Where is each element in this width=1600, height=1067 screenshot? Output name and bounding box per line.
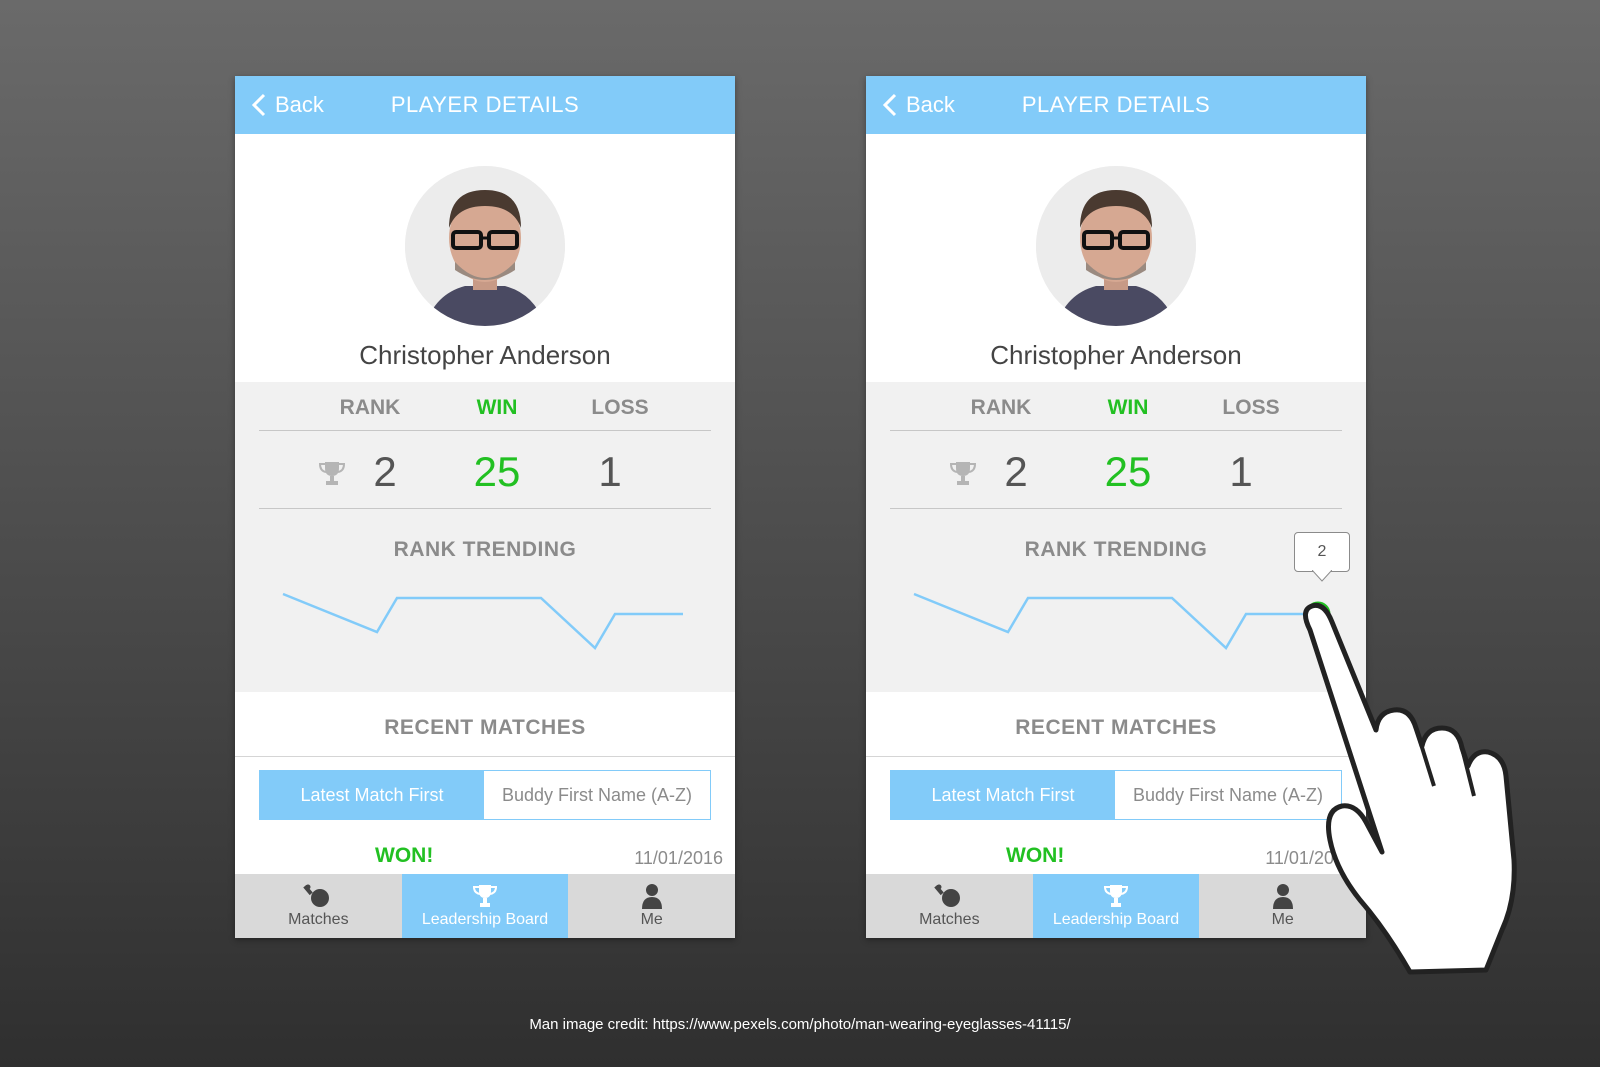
stats-divider [890,430,1342,431]
ping-pong-icon [934,884,961,907]
trend-point-tooltip: 2 [1294,532,1350,572]
sort-toggle: Latest Match First Buddy First Name (A-Z… [259,770,711,820]
ping-pong-icon [303,884,330,907]
sort-toggle: Latest Match First Buddy First Name (A-Z… [890,770,1342,820]
stats-divider-bottom [259,508,711,509]
tab-bar: Matches Leadership Board Me [235,874,735,938]
person-icon [641,884,662,909]
image-credit: Man image credit: https://www.pexels.com… [529,1016,1071,1033]
loss-value: 1 [598,448,622,495]
player-photo [405,166,565,326]
loss-label: LOSS [1222,396,1280,419]
sort-buddy-name-button[interactable]: Buddy First Name (A-Z) [484,771,710,819]
tooltip-tail [1312,570,1332,582]
rank-trend-line [282,592,683,650]
win-value: 25 [473,448,521,495]
win-label: WIN [476,396,518,419]
rank-trending-title: RANK TRENDING [1024,538,1208,561]
match-date: 11/01/2016 [634,848,723,868]
trophy-icon [318,462,346,485]
tab-leadership-board-label: Leadership Board [421,911,549,928]
sort-latest-first-button[interactable]: Latest Match First [260,771,484,819]
page-title: PLAYER DETAILS [1021,92,1211,117]
stats-panel: RANK WIN LOSS 2 25 1 RANK TRENDING [235,382,735,692]
rank-label: RANK [339,396,401,419]
sort-buddy-name-button[interactable]: Buddy First Name (A-Z) [1115,771,1341,819]
chevron-left-icon [882,93,897,117]
player-avatar [1036,166,1196,326]
tab-leadership-board[interactable]: Leadership Board [1032,874,1200,938]
phone-screen-selected-point: Back PLAYER DETAILS Christopher Anderson… [866,76,1366,938]
player-name: Christopher Anderson [359,340,611,370]
loss-value: 1 [1229,448,1253,495]
back-button[interactable]: Back [882,90,955,120]
rank-trending-title: RANK TRENDING [393,538,577,561]
tab-leadership-board-label: Leadership Board [1052,911,1180,928]
tab-matches[interactable]: Matches [866,874,1033,938]
tab-me[interactable]: Me [1199,874,1366,938]
tab-matches[interactable]: Matches [235,874,402,938]
match-result: WON! [375,844,434,867]
phone-screen-default: Back PLAYER DETAILS Christopher Anderson… [235,76,735,938]
trophy-icon [1103,885,1129,907]
app-header: Back PLAYER DETAILS [235,76,735,134]
tab-bar: Matches Leadership Board Me [866,874,1366,938]
chevron-left-icon [251,93,266,117]
player-avatar [405,166,565,326]
person-icon [1272,884,1293,909]
tab-me-label: Me [640,911,663,928]
back-label: Back [906,92,955,117]
tab-leadership-board[interactable]: Leadership Board [401,874,569,938]
player-photo [1036,166,1196,326]
rank-trend-line [913,592,1312,650]
recent-matches-title: RECENT MATCHES [384,716,586,739]
recent-divider [235,756,735,757]
stats-panel: RANK WIN LOSS 2 25 1 RANK TRENDING [866,382,1366,692]
app-header: Back PLAYER DETAILS [866,76,1366,134]
rank-label: RANK [970,396,1032,419]
tab-me-label: Me [1271,911,1294,928]
rank-value: 2 [373,448,397,495]
recent-divider [866,756,1366,757]
match-result: WON! [1006,844,1065,867]
trophy-icon [472,885,498,907]
rank-value: 2 [1004,448,1028,495]
stats-divider-bottom [890,508,1342,509]
tab-me[interactable]: Me [568,874,735,938]
tab-matches-label: Matches [288,911,349,928]
stats-divider [259,430,711,431]
win-label: WIN [1107,396,1149,419]
recent-matches-title: RECENT MATCHES [1015,716,1217,739]
trophy-icon [949,462,977,485]
back-button[interactable]: Back [251,90,324,120]
sort-latest-first-button[interactable]: Latest Match First [891,771,1115,819]
loss-label: LOSS [591,396,649,419]
rank-trend-chart [282,592,683,650]
win-value: 25 [1104,448,1152,495]
back-label: Back [275,92,324,117]
pointing-hand-icon [1303,602,1517,975]
page-title: PLAYER DETAILS [390,92,580,117]
tab-matches-label: Matches [919,911,980,928]
player-name: Christopher Anderson [990,340,1242,370]
